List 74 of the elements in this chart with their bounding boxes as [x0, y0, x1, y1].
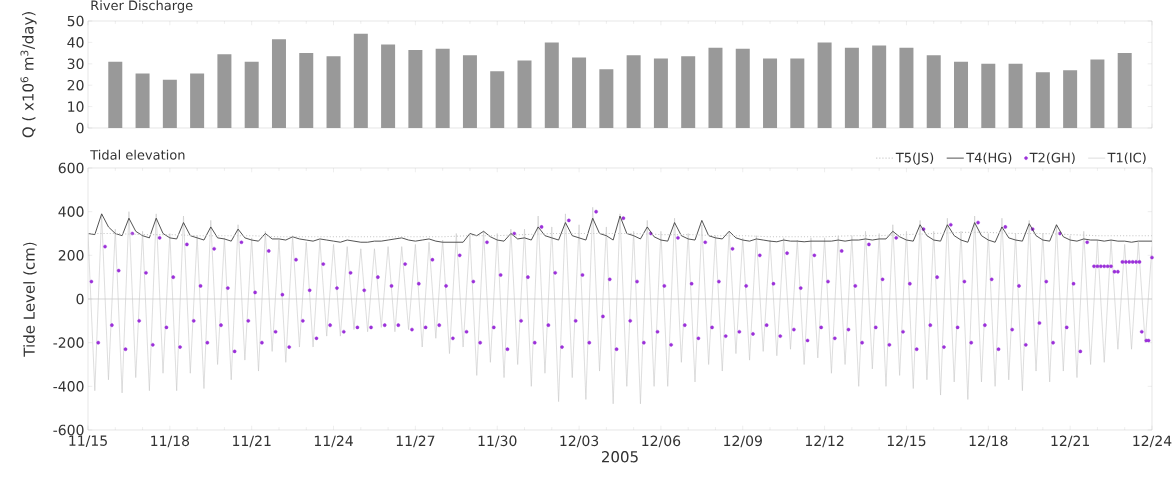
- bar: [408, 49, 423, 128]
- legend-label: T2(GH): [1029, 152, 1075, 164]
- bar: [217, 54, 232, 128]
- bar: [299, 53, 314, 128]
- y-tick-label: 400: [58, 206, 84, 217]
- x-tick-label: 11/21: [233, 435, 271, 448]
- y-axis-title: Q ( x10$^{6}$ m$^{3}$/day): [20, 12, 37, 138]
- bar: [1008, 63, 1023, 128]
- x-tick-label: 12/06: [642, 435, 681, 448]
- chart-title: Tidal elevation: [90, 149, 185, 160]
- bar: [162, 79, 177, 128]
- bar: [653, 58, 668, 128]
- y-tick-label: 200: [58, 250, 84, 261]
- x-tick-label: 12/03: [560, 435, 599, 448]
- x-tick-label: 12/15: [887, 435, 926, 448]
- x-tick-label: 11/24: [314, 435, 353, 448]
- bar: [681, 56, 696, 128]
- x-tick-label: 11/27: [396, 435, 435, 448]
- bar: [599, 69, 614, 128]
- x-tick-label: 11/30: [478, 435, 517, 448]
- y-tick-label: 10: [68, 101, 84, 112]
- y-tick-label: 50: [67, 15, 84, 27]
- bar: [981, 63, 996, 128]
- y-tick-label: 600: [58, 162, 84, 174]
- x-tick-label: 11/18: [151, 435, 190, 448]
- bar: [626, 55, 641, 128]
- bar: [381, 44, 396, 128]
- y-tick-label: 0: [76, 293, 84, 305]
- bar: [490, 71, 505, 128]
- x-tick-label: 12/24: [1133, 435, 1172, 448]
- bar: [872, 45, 887, 128]
- bar: [844, 47, 859, 128]
- bar: [926, 55, 941, 128]
- bar: [135, 73, 150, 128]
- y-tick-label: 40: [67, 37, 84, 48]
- bar: [708, 47, 723, 128]
- x-tick-label: 12/09: [724, 435, 762, 448]
- x-axis-title: 2005: [602, 451, 638, 463]
- y-axis-title: Tide Level (cm): [23, 242, 37, 357]
- bar: [326, 56, 341, 128]
- bar: [271, 39, 286, 128]
- bar: [899, 47, 914, 128]
- bar: [462, 55, 477, 128]
- legend-label: T5(JS): [895, 152, 934, 165]
- bar: [1117, 53, 1132, 128]
- bar: [954, 61, 969, 128]
- bar: [763, 58, 778, 128]
- x-tick-label: 12/21: [1051, 435, 1090, 448]
- bar: [108, 61, 123, 128]
- bar: [517, 60, 532, 128]
- bar: [353, 33, 368, 128]
- bar: [735, 48, 750, 128]
- bar: [190, 73, 205, 128]
- bar: [572, 57, 587, 128]
- x-tick-label: 11/15: [69, 435, 107, 448]
- bar: [1063, 70, 1078, 128]
- bar: [1035, 72, 1050, 128]
- y-tick-label: -600: [53, 424, 84, 436]
- y-tick-label: 30: [67, 58, 84, 70]
- legend-label: T1(IC): [1107, 152, 1146, 164]
- bar: [1090, 59, 1105, 128]
- y-tick-label: -400: [53, 381, 84, 392]
- bar: [244, 61, 259, 128]
- y-tick-label: -200: [53, 337, 84, 348]
- bar: [817, 42, 832, 128]
- x-tick-label: 12/12: [805, 435, 844, 448]
- bar: [790, 58, 805, 128]
- x-tick-label: 12/18: [969, 435, 1008, 448]
- legend-label: T4(HG): [966, 152, 1012, 164]
- bar: [435, 48, 450, 128]
- chart-title: River Discharge: [91, 0, 193, 13]
- y-tick-label: 20: [67, 79, 84, 91]
- bar: [544, 42, 559, 128]
- y-tick-label: 0: [76, 122, 84, 134]
